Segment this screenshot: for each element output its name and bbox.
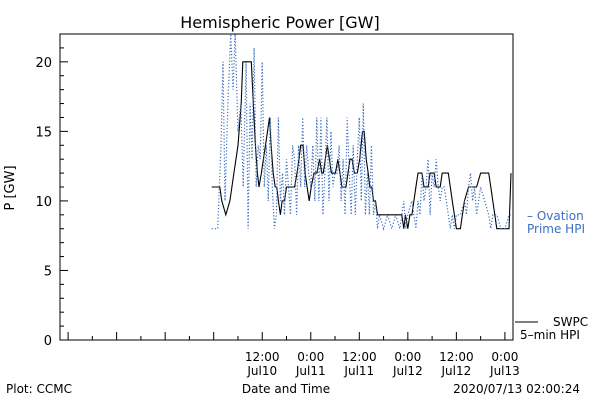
legend-swpc-line1: SWPC: [553, 315, 588, 329]
x-tick-label-date: Jul10: [246, 364, 277, 378]
y-tick-label: 5: [44, 264, 52, 279]
x-tick-label-time: 0:00: [297, 350, 324, 364]
x-tick-label-date: Jul11: [343, 364, 374, 378]
x-tick-label-time: 0:00: [491, 350, 518, 364]
y-axis-label: P [GW]: [3, 165, 18, 210]
legend-ovation-line2: Prime HPI: [527, 222, 585, 236]
x-tick-label-time: 12:00: [439, 350, 474, 364]
x-tick-label-time: 0:00: [394, 350, 421, 364]
series-line-ovation-prime-hpi: [211, 34, 511, 231]
legend-swpc-line2: 5–min HPI: [520, 328, 580, 342]
series-layer: [211, 34, 512, 231]
x-tick-label-date: Jul13: [489, 364, 520, 378]
x-tick-label-date: Jul12: [392, 364, 423, 378]
y-tick-label: 20: [35, 56, 52, 71]
y-tick-label: 0: [44, 334, 52, 349]
legend-ovation-line1: – Ovation: [527, 209, 584, 223]
y-axis: 0 5 10 15 20: [35, 33, 68, 349]
footer-plot-credit: Plot: CCMC: [6, 382, 72, 396]
x-axis-label: Date and Time: [242, 382, 330, 396]
x-axis: 12:00Jul100:00Jul1112:00Jul110:00Jul1212…: [67, 332, 520, 378]
x-tick-label-time: 12:00: [342, 350, 377, 364]
x-tick-label-date: Jul11: [295, 364, 326, 378]
y-tick-label: 15: [35, 125, 52, 140]
footer-timestamp: 2020/07/13 02:00:24: [453, 382, 580, 396]
series-line-swpc-5-min-hpi: [211, 61, 512, 230]
x-tick-label-time: 12:00: [245, 350, 280, 364]
chart-title: Hemispheric Power [GW]: [180, 13, 379, 32]
y-tick-label: 10: [35, 195, 52, 210]
x-tick-label-date: Jul12: [441, 364, 472, 378]
